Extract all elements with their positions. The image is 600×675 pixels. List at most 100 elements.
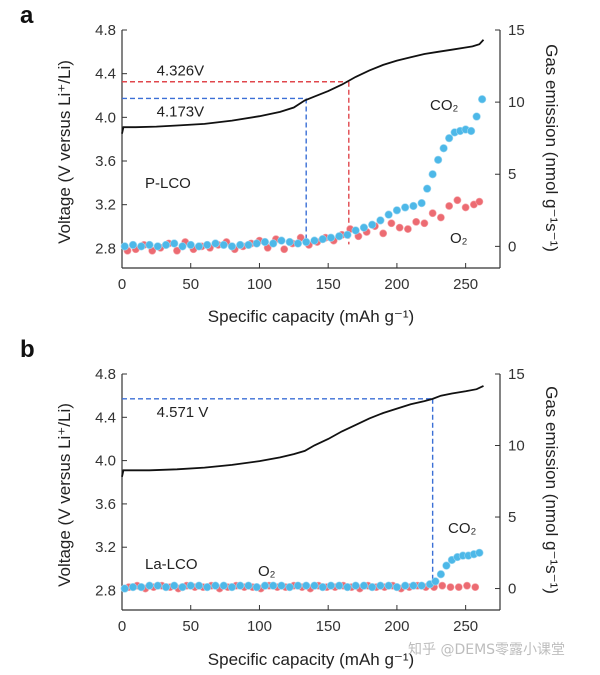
o2-point (463, 581, 471, 590)
co2-point (376, 216, 385, 225)
x-tick-label: 200 (384, 276, 409, 293)
x-tick-label: 250 (453, 276, 478, 293)
co2-point (145, 240, 154, 250)
co2-point (417, 581, 426, 590)
voltage-curve-a (121, 39, 485, 134)
x-axis-label-a: Specific capacity (mAh g⁻¹) (208, 307, 414, 326)
o2-point (446, 583, 455, 592)
co2-point (442, 561, 451, 570)
o2-series-a (123, 196, 484, 255)
o2-series-b (124, 581, 480, 593)
co2-point (194, 581, 204, 590)
co2-point (335, 232, 344, 241)
sample-label-a: P-LCO (145, 175, 191, 192)
y-right-tick-label: 5 (508, 509, 516, 526)
o2-label-b: O₂ (258, 563, 276, 580)
y-left-tick-label: 4.0 (95, 109, 116, 126)
co2-point (153, 581, 162, 590)
guides-a: 4.326V 4.173V (122, 63, 350, 245)
y-right-tick-label: 15 (508, 22, 525, 39)
co2-point (244, 581, 253, 590)
co2-series-b (120, 548, 484, 593)
ticks-b: 0 50 100 150 200 250 2.8 3.2 3.6 4.0 4.4 4.8 0 5 10 15 (95, 366, 525, 635)
co2-point (376, 581, 385, 590)
y-left-tick-label: 4.8 (95, 22, 116, 39)
co2-point (293, 581, 303, 590)
co2-point (293, 239, 303, 248)
co2-point (392, 206, 402, 215)
co2-point (335, 581, 344, 590)
o2-point (438, 581, 447, 590)
x-tick-label: 0 (118, 618, 126, 635)
voltage-annotation: 4.173V (157, 103, 205, 120)
voltage-annotation: 4.571 V (157, 404, 209, 421)
co2-point (211, 581, 220, 590)
co2-point (260, 237, 270, 247)
co2-point (219, 240, 228, 250)
co2-point (137, 242, 146, 251)
co2-point (252, 239, 261, 248)
x-axis-label-b: Specific capacity (mAh g⁻¹) (208, 650, 414, 669)
o2-label-a: O₂ (450, 230, 468, 247)
y-axis-left-label-a: Voltage (V versus Li⁺/Li) (55, 60, 74, 244)
co2-point (260, 581, 270, 590)
panel-a: a 0 50 100 150 200 250 2.8 3.2 3.6 4.0 4.4 4.8 0 5 10 1… (20, 2, 561, 326)
x-tick-label: 150 (316, 618, 341, 635)
o2-point (428, 209, 437, 218)
y-left-tick-label: 4.8 (95, 366, 116, 383)
co2-point (351, 581, 360, 590)
y-left-tick-label: 2.8 (95, 240, 116, 257)
co2-point (472, 112, 481, 121)
co2-point (285, 583, 294, 592)
co2-point (318, 235, 327, 244)
o2-point (420, 219, 429, 228)
co2-label-a: CO₂ (430, 97, 459, 114)
watermark: 知乎 @DEMS零露小课堂 (408, 641, 565, 658)
y-left-tick-label: 4.4 (95, 409, 116, 426)
o2-point (173, 246, 181, 255)
co2-point (434, 155, 443, 164)
o2-point (412, 217, 421, 226)
panel-b: b 0 50 100 150 200 250 2.8 3.2 3.6 4.0 4.4 4.8 0 5 10 1… (20, 336, 561, 669)
co2-point (302, 581, 311, 590)
co2-point (186, 581, 195, 590)
y-right-tick-label: 15 (508, 366, 525, 383)
co2-point (302, 237, 311, 247)
co2-point (318, 583, 327, 592)
co2-point (384, 210, 393, 219)
voltage-curve-b (121, 385, 484, 477)
co2-point (161, 583, 171, 592)
panel-label-b: b (20, 336, 35, 363)
y-axis-left-label-b: Voltage (V versus Li⁺/Li) (55, 403, 74, 587)
o2-point (461, 203, 470, 212)
co2-point (203, 583, 212, 592)
co2-point (128, 583, 138, 592)
co2-point (428, 170, 437, 179)
co2-point (145, 581, 154, 590)
o2-point (387, 219, 396, 228)
x-tick-label: 100 (247, 276, 272, 293)
voltage-annotation: 4.326V (157, 63, 205, 80)
o2-point (404, 225, 412, 233)
o2-point (379, 229, 388, 238)
co2-point (194, 242, 204, 251)
co2-point (186, 240, 195, 250)
co2-point (285, 237, 294, 247)
co2-point (417, 198, 426, 208)
o2-point (280, 245, 289, 254)
co2-point (326, 233, 336, 242)
co2-point (368, 220, 377, 229)
y-right-tick-label: 10 (508, 438, 525, 455)
guides-b: 4.571 V (122, 398, 434, 587)
x-tick-label: 0 (118, 276, 126, 293)
x-tick-label: 50 (182, 618, 199, 635)
co2-point (431, 577, 440, 586)
y-left-tick-label: 3.6 (95, 153, 116, 170)
co2-point (211, 239, 220, 248)
y-left-tick-label: 4.4 (95, 66, 116, 83)
co2-point (343, 230, 352, 239)
y-left-tick-label: 2.8 (95, 583, 116, 600)
co2-point (326, 581, 336, 590)
co2-point (384, 581, 393, 590)
